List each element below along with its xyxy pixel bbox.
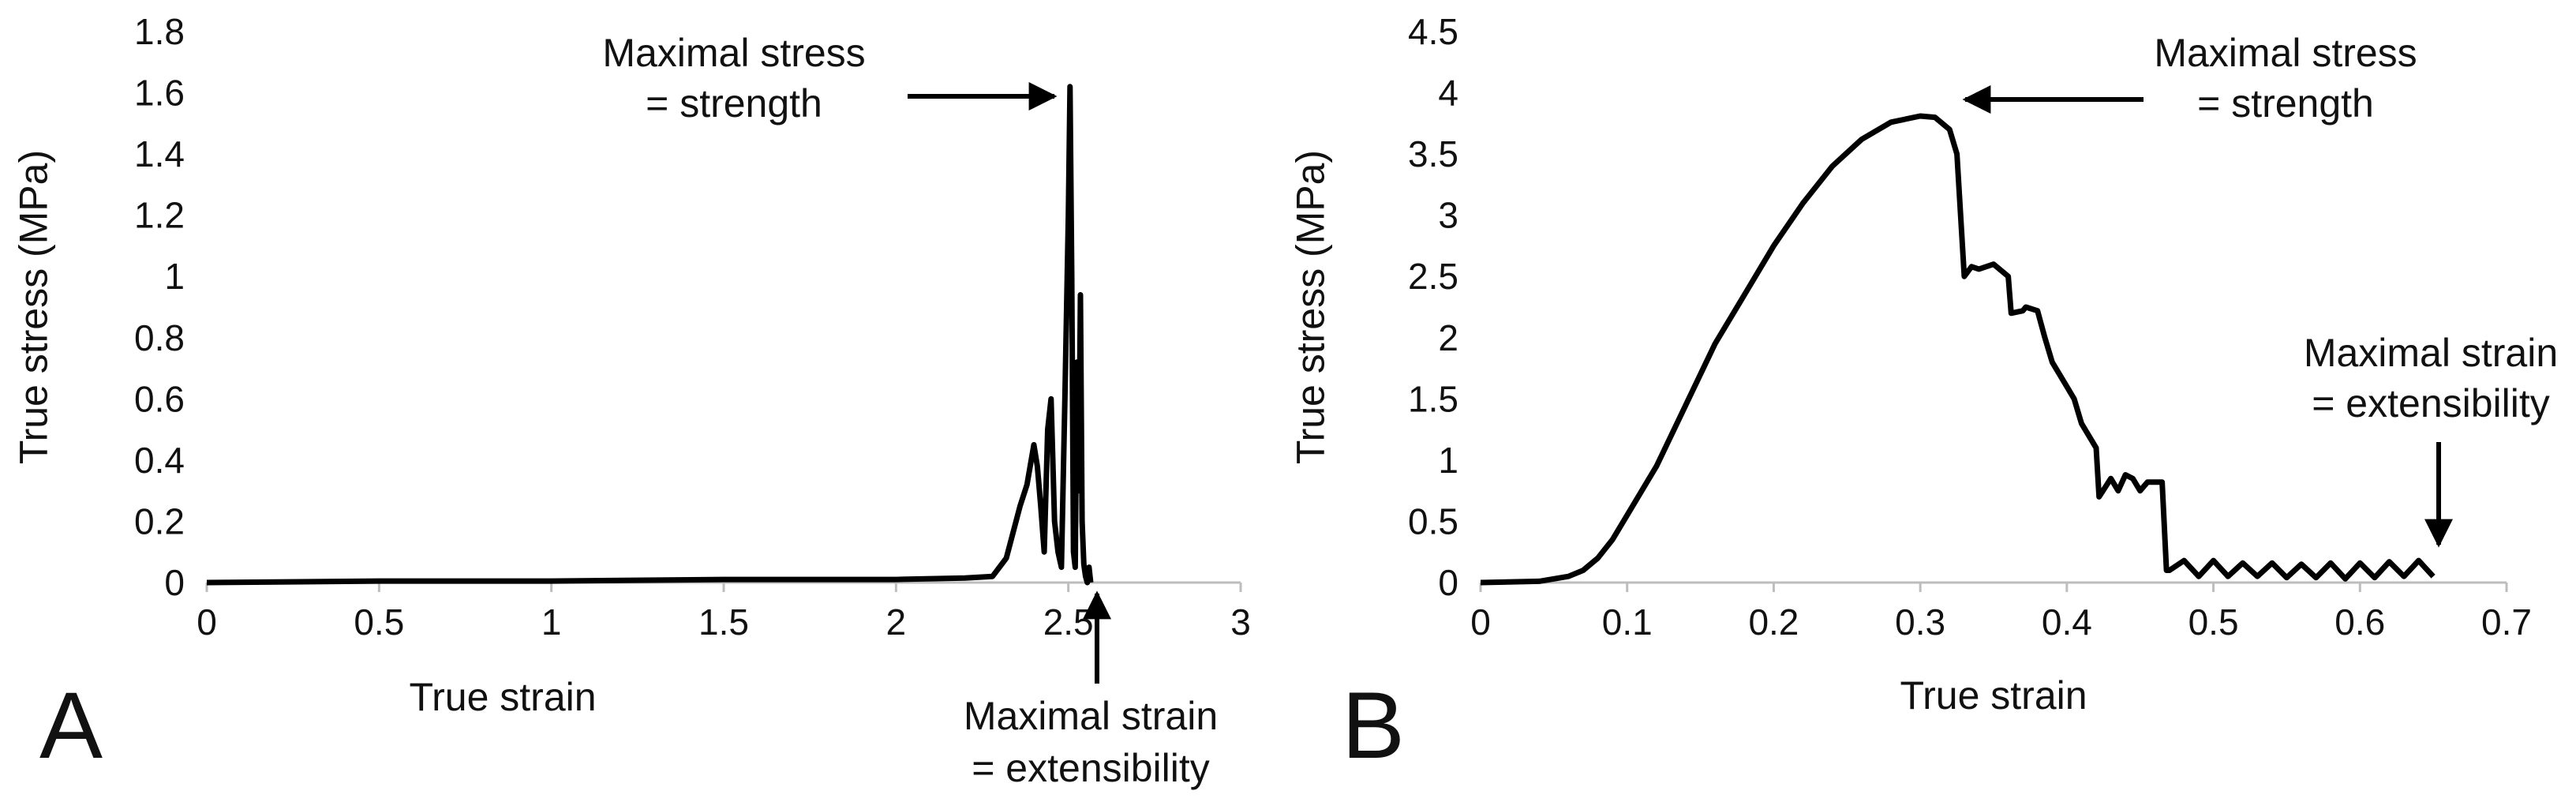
y-tick-label: 0: [1438, 562, 1458, 603]
annotation-text: Maximal strain = extensibility: [2304, 331, 2558, 425]
x-tick-label: 0.6: [2334, 602, 2385, 643]
annotation-text: Maximal stress = strength: [602, 31, 865, 126]
x-tick-label: 0.5: [354, 602, 404, 643]
x-tick-label: 2.5: [1043, 602, 1094, 643]
y-axis-label-b: True stress (MPa): [1289, 150, 1333, 464]
x-tick-label: 0.1: [1602, 602, 1653, 643]
y-ticks-a: 0 0.2 0.4 0.6 0.8 1 1.2 1.4 1.6 1.8: [134, 11, 185, 603]
x-ticks-a: 0 0.5 1 1.5 2 2.5 3: [197, 583, 1251, 643]
annotation-line-2: = strength: [2197, 81, 2374, 126]
y-ticks-b: 0 0.5 1 1.5 2 2.5 3 3.5 4 4.5: [1408, 11, 1458, 603]
annotation-max-stress-b: Maximal stress = strength: [1962, 31, 2417, 126]
x-tick-label: 0.4: [2042, 602, 2092, 643]
annotation-line-1: Maximal strain: [964, 694, 1218, 738]
y-tick-label: 3.5: [1408, 133, 1458, 174]
x-tick-label: 0.7: [2481, 602, 2532, 643]
annotation-text: Maximal stress = strength: [2154, 31, 2417, 126]
y-tick-label: 1: [164, 256, 185, 297]
annotation-max-strain-a: Maximal strain = extensibility: [964, 590, 1218, 790]
y-tick-label: 1: [1438, 440, 1458, 481]
panel-label-a: A: [39, 673, 103, 778]
annotation-line-2: = extensibility: [2312, 381, 2550, 425]
y-tick-label: 0: [164, 562, 185, 603]
x-ticks-b: 0 0.1 0.2 0.3 0.4 0.5 0.6 0.7: [1470, 583, 2532, 643]
x-tick-label: 0: [1470, 602, 1491, 643]
annotation-line-2: = strength: [646, 81, 822, 126]
y-tick-label: 1.2: [134, 195, 185, 236]
x-tick-label: 2: [886, 602, 907, 643]
y-tick-label: 3: [1438, 195, 1458, 236]
y-tick-label: 0.4: [134, 440, 185, 481]
y-axis-label-a: True stress (MPa): [12, 150, 56, 464]
y-tick-label: 2.5: [1408, 256, 1458, 297]
y-tick-label: 0.2: [134, 500, 185, 542]
x-tick-label: 3: [1230, 602, 1251, 643]
x-tick-label: 0: [197, 602, 217, 643]
series-line-a: [206, 84, 1094, 586]
y-tick-label: 4: [1438, 73, 1458, 114]
y-tick-label: 0.6: [134, 378, 185, 419]
y-tick-label: 4.5: [1408, 11, 1458, 52]
chart-panel-b: 0 0.1 0.2 0.3 0.4 0.5 0.6 0.7 0 0.5 1 1.5 2 2.5 3 3.5 4…: [1289, 11, 2559, 778]
series-line-b: [1480, 113, 2436, 586]
y-tick-label: 1.4: [134, 133, 185, 174]
x-axis-label-b: True strain: [1900, 673, 2087, 718]
x-tick-label: 0.3: [1895, 602, 1945, 643]
x-tick-label: 1.5: [698, 602, 749, 643]
annotation-text: Maximal strain = extensibility: [964, 694, 1218, 790]
x-tick-label: 0.5: [2188, 602, 2239, 643]
annotation-max-stress-a: Maximal stress = strength: [602, 31, 1058, 126]
y-tick-label: 1.5: [1408, 378, 1458, 419]
x-tick-label: 1: [541, 602, 562, 643]
annotation-max-strain-b: Maximal strain = extensibility: [2304, 331, 2558, 548]
y-tick-label: 0.8: [134, 317, 185, 358]
y-tick-label: 0.5: [1408, 500, 1458, 542]
annotation-line-1: Maximal strain: [2304, 331, 2558, 375]
annotation-line-1: Maximal stress: [602, 31, 865, 75]
panel-label-b: B: [1342, 673, 1405, 778]
y-tick-label: 2: [1438, 317, 1458, 358]
y-tick-label: 1.8: [134, 11, 185, 52]
annotation-line-2: = extensibility: [972, 746, 1210, 790]
y-tick-label: 1.6: [134, 73, 185, 114]
x-axis-label-a: True strain: [409, 675, 596, 719]
x-tick-label: 0.2: [1748, 602, 1799, 643]
chart-panel-a: 0 0.5 1 1.5 2 2.5 3 0 0.2 0.4 0.6 0.8 1 1.2 1.4 1.6 1.8…: [12, 11, 1251, 790]
annotation-line-1: Maximal stress: [2154, 31, 2417, 75]
